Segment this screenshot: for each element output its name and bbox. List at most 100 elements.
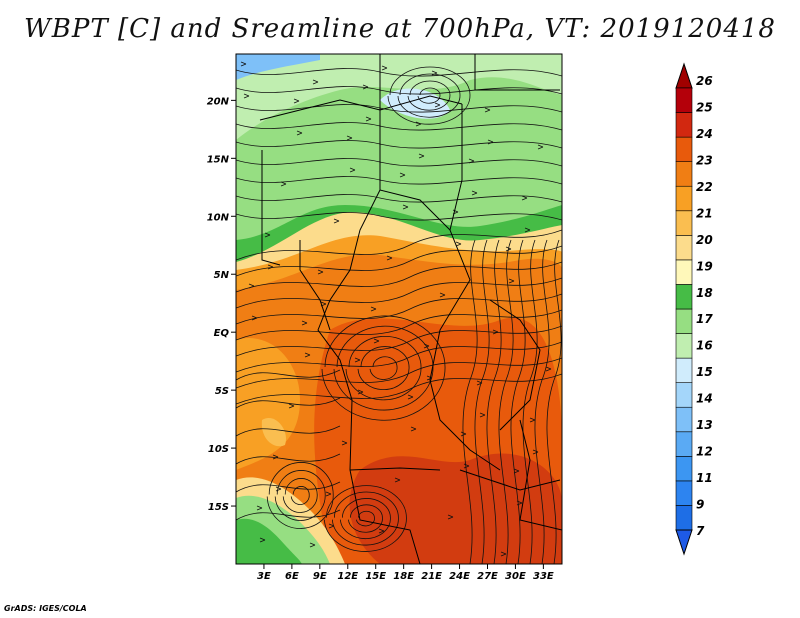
streamline (236, 261, 562, 293)
lon-tick-label: 21E (421, 571, 442, 582)
streamline-arrow (439, 292, 446, 298)
streamline (236, 212, 562, 221)
streamline-arrow (341, 440, 348, 446)
colorbar-swatch (675, 406, 693, 433)
lon-tick-label: 3E (257, 571, 271, 582)
grads-credit: GrADS: IGES/COLA (4, 604, 87, 613)
colorbar-label: 21 (696, 206, 713, 220)
colorbar-swatch (675, 112, 693, 138)
streamline-arrow (349, 167, 356, 173)
streamline (236, 397, 341, 409)
streamline-arrow (410, 426, 417, 432)
streamline-arrow (296, 130, 303, 136)
streamline-arrow (293, 98, 300, 104)
streamline-arrow (500, 551, 507, 557)
streamline-arrow (328, 523, 335, 529)
streamline-arrow (460, 431, 467, 437)
streamline-arrow (505, 246, 512, 252)
streamline (236, 481, 341, 493)
streamline-arrow (407, 394, 414, 400)
streamline (534, 239, 550, 564)
streamline (462, 239, 478, 564)
streamline-arrow (272, 454, 279, 460)
streamline-arrow (325, 491, 332, 497)
streamline (407, 80, 451, 111)
streamline-arrow (288, 403, 295, 409)
colorbar-swatch (675, 456, 693, 482)
country-borders (259, 54, 562, 564)
streamline (236, 293, 562, 325)
colorbar-swatch (675, 480, 693, 506)
streamline-arrow (529, 417, 536, 423)
streamline-arrow (418, 153, 425, 159)
streamline-arrow (516, 500, 523, 506)
streamline (290, 486, 310, 505)
colorbar-label: 15 (696, 365, 713, 379)
streamline (282, 478, 318, 513)
streamline (522, 239, 538, 564)
streamline-arrow (468, 158, 475, 164)
streamline-arrow (524, 227, 531, 233)
streamline-arrow (447, 514, 454, 520)
lon-tick-label: 6E (285, 571, 299, 582)
colorbar-swatch (675, 235, 693, 261)
streamline (356, 510, 375, 527)
streamline (236, 277, 562, 309)
latitude-axis: 20N 15N 10N 5N EQ 5S 10S 15S (207, 96, 236, 513)
lat-tick-label: 10S (208, 444, 229, 455)
colorbar-label: 22 (696, 180, 713, 194)
colorbar-swatch (675, 87, 693, 113)
streamline (340, 498, 391, 540)
streamline-arrow (362, 84, 369, 90)
lon-tick-label: 30E (505, 571, 526, 582)
lon-tick-label: 24E (449, 571, 470, 582)
colorbar-swatch (675, 259, 693, 285)
colorbar-swatch (675, 357, 693, 383)
colorbar-label: 7 (696, 524, 705, 538)
streamline-arrow (471, 190, 478, 196)
streamline-arrow (370, 306, 377, 312)
colorbar-top-arrow (675, 62, 693, 89)
streamline-arrow (301, 320, 308, 326)
streamline (510, 239, 526, 564)
colorbar-label: 9 (696, 498, 704, 512)
streamline-arrow (394, 477, 401, 483)
streamline-arrow (386, 255, 393, 261)
colorbar-swatch (675, 308, 693, 334)
streamline-arrow (476, 380, 483, 386)
streamline (236, 425, 341, 437)
lat-tick-label: 5N (214, 270, 230, 281)
streamline-arrow (492, 329, 499, 335)
streamline-arrow (373, 338, 380, 344)
chart-title: WBPT [C] and Sreamline at 700hPa, VT: 20… (24, 14, 776, 44)
streamline-arrow (463, 463, 470, 469)
streamline (236, 325, 562, 357)
lon-tick-label: 12E (337, 571, 358, 582)
streamline (274, 470, 326, 521)
streamline-arrow (256, 505, 263, 511)
streamline-arrow (354, 357, 361, 363)
streamline-arrow (487, 139, 494, 145)
streamline-arrow (434, 102, 441, 108)
streamline-arrow (243, 93, 250, 99)
colorbar-label: 16 (696, 339, 713, 353)
colorbar-swatch (675, 382, 693, 408)
streamline (417, 87, 441, 104)
lon-tick-label: 15E (365, 571, 386, 582)
streamline-arrow (455, 241, 462, 247)
colorbar-swatch (675, 210, 693, 236)
map-frame (235, 53, 563, 565)
streamline (498, 239, 514, 564)
colorbar-swatch (675, 161, 693, 187)
streamline-arrow (381, 65, 388, 71)
colorbar-swatch (675, 431, 693, 457)
colorbar-label: 23 (696, 153, 713, 167)
streamline-arrow (251, 315, 258, 321)
streamline-arrow (267, 264, 274, 270)
streamline-arrow (357, 389, 364, 395)
colorbar: 7 9 11 12 13 14 15 16 17 18 19 20 21 22 23 24 25 26 (675, 62, 713, 556)
streamline-arrow (431, 70, 438, 76)
streamline-arrow (521, 195, 528, 201)
streamline-arrow (415, 121, 422, 127)
